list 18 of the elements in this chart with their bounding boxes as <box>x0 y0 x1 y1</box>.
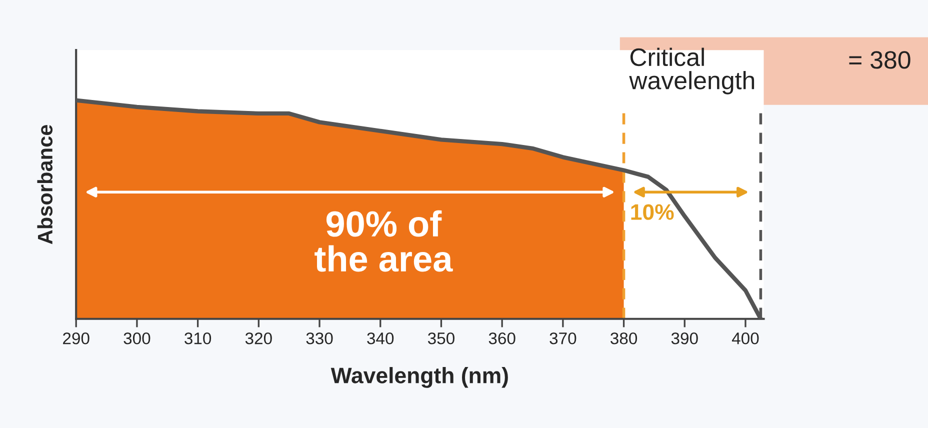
x-tick-label: 300 <box>124 332 150 344</box>
x-tick-label: 400 <box>732 332 759 344</box>
x-tick-label: 370 <box>550 332 576 344</box>
text: = 380 <box>849 51 910 69</box>
x-tick-label: 330 <box>306 332 333 344</box>
x-axis-title: Wavelength (nm) <box>330 367 508 388</box>
annotation: 10% <box>631 204 674 220</box>
y-axis-title: Absorbance <box>37 124 53 244</box>
x-tick-label: 360 <box>488 332 516 344</box>
x-tick-label: 350 <box>428 332 454 344</box>
x-tick-label: 290 <box>63 332 90 344</box>
x-tick-label: 380 <box>610 332 638 344</box>
x-tick-label: 310 <box>184 332 212 344</box>
text: Critical wavelength <box>629 48 754 94</box>
x-tick-label: 340 <box>367 332 394 344</box>
x-tick-label: 390 <box>671 332 698 344</box>
annotation: 90% of the area <box>314 210 453 272</box>
x-tick-label: 320 <box>245 332 272 344</box>
